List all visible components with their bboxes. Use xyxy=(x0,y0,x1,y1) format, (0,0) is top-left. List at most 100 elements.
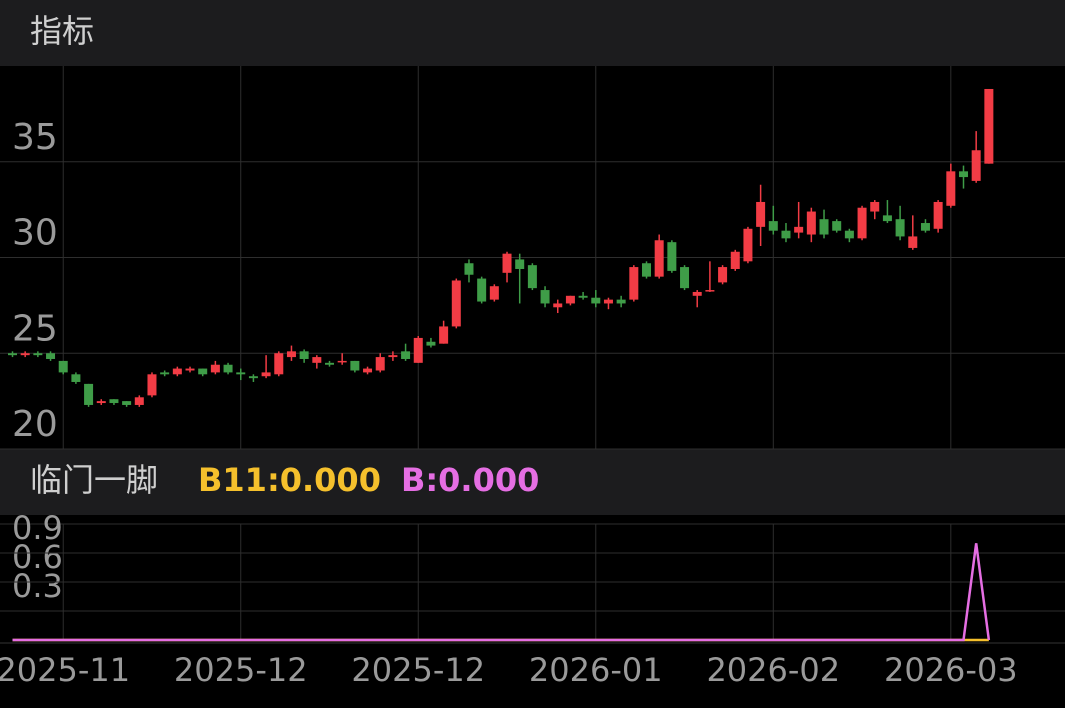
candle-body xyxy=(743,228,753,262)
candle-body xyxy=(553,303,563,308)
candle-body xyxy=(426,341,436,346)
candle-body xyxy=(895,219,905,237)
candle-body xyxy=(857,207,867,239)
candle-body xyxy=(565,295,575,304)
candle-body xyxy=(806,211,816,235)
candle-body xyxy=(109,399,119,404)
candle-body xyxy=(933,201,943,229)
legend-value: 0.000 xyxy=(280,461,381,499)
candle-body xyxy=(464,263,474,275)
candle-body xyxy=(515,259,525,269)
candle-body xyxy=(591,297,601,304)
candle-body xyxy=(325,362,334,365)
header-bar xyxy=(0,0,1065,66)
candle-body xyxy=(439,326,449,344)
candle-body xyxy=(959,171,968,178)
candle-body xyxy=(312,357,322,363)
candle-body xyxy=(946,171,956,206)
candle-body xyxy=(819,219,829,235)
candle-body xyxy=(8,353,17,356)
candle-body xyxy=(616,299,626,304)
candle-body xyxy=(502,253,512,273)
candle-body xyxy=(844,230,854,239)
candle-body xyxy=(629,267,639,300)
candle-body xyxy=(71,374,81,382)
candle-body xyxy=(236,372,246,375)
candle-body xyxy=(160,372,170,375)
y-tick-label: 35 xyxy=(12,117,58,158)
y-tick-label: 20 xyxy=(12,404,58,445)
candle-body xyxy=(363,368,373,373)
candle-body xyxy=(210,364,220,373)
x-tick-label: 2026-03 xyxy=(884,651,1018,689)
candle-body xyxy=(971,150,981,181)
candle-body xyxy=(147,374,157,396)
candle-body xyxy=(274,353,284,375)
candle-body xyxy=(718,267,728,283)
candle-body xyxy=(20,353,30,356)
candle-body xyxy=(185,368,195,371)
candle-body xyxy=(832,221,842,231)
panel-title: 指标 xyxy=(30,12,94,50)
candle-body xyxy=(401,351,411,359)
y-tick-label: 25 xyxy=(12,308,58,349)
candle-body xyxy=(920,223,930,231)
x-tick-label: 2025-12 xyxy=(351,651,485,689)
candle-body xyxy=(172,368,182,375)
indicator-title: 临门一脚 B11:0.000 B:0.000 xyxy=(30,461,539,499)
candle-body xyxy=(540,290,550,304)
candle-body xyxy=(908,236,918,248)
candle-body xyxy=(489,286,499,300)
candle-body xyxy=(350,360,360,371)
y-tick-label: 0.6 xyxy=(12,538,63,576)
candle-body xyxy=(299,351,309,359)
candle-body xyxy=(451,280,461,327)
candle-body xyxy=(882,215,892,222)
candle-body xyxy=(46,353,56,359)
indicator-name: 临门一脚 xyxy=(30,461,158,499)
candle-body xyxy=(603,299,613,304)
candle-body xyxy=(58,360,68,373)
candle-body xyxy=(337,360,347,363)
candle-body xyxy=(642,263,651,277)
candle-body xyxy=(134,397,144,405)
candle-body xyxy=(578,295,588,298)
candle-body xyxy=(527,265,537,289)
legend-name: B xyxy=(401,461,425,499)
candle-body xyxy=(984,88,994,164)
candle-body xyxy=(248,376,258,379)
candle-body xyxy=(261,372,271,377)
legend-separator: : xyxy=(425,461,438,499)
y-tick-label: 0.9 xyxy=(12,509,63,547)
candle-body xyxy=(680,267,690,289)
candle-body xyxy=(413,337,423,363)
candle-body xyxy=(122,401,132,405)
indicator-line xyxy=(12,543,991,642)
candle-body xyxy=(692,291,702,296)
candle-body xyxy=(84,383,94,405)
candle-body xyxy=(286,351,296,358)
candle-body xyxy=(730,251,740,269)
legend-name: B11 xyxy=(198,461,267,499)
candle-body xyxy=(33,353,43,356)
y-tick-label: 30 xyxy=(12,213,58,254)
y-tick-label: 0.3 xyxy=(12,567,63,605)
candle-body xyxy=(667,242,677,271)
candle-body xyxy=(756,201,766,227)
indicator-bar xyxy=(0,449,1065,515)
x-tick-label: 2026-01 xyxy=(529,651,663,689)
candle-body xyxy=(96,401,106,404)
candle-body xyxy=(654,240,664,277)
x-tick-label: 2026-02 xyxy=(706,651,840,689)
candle-body xyxy=(223,364,233,373)
candle-body xyxy=(375,357,385,371)
legend-value: 0.000 xyxy=(438,461,539,499)
candle-body xyxy=(477,278,487,302)
candle-body xyxy=(388,355,398,358)
candle-body xyxy=(198,368,208,375)
candle-body xyxy=(781,230,791,239)
x-tick-label: 2025-12 xyxy=(174,651,308,689)
